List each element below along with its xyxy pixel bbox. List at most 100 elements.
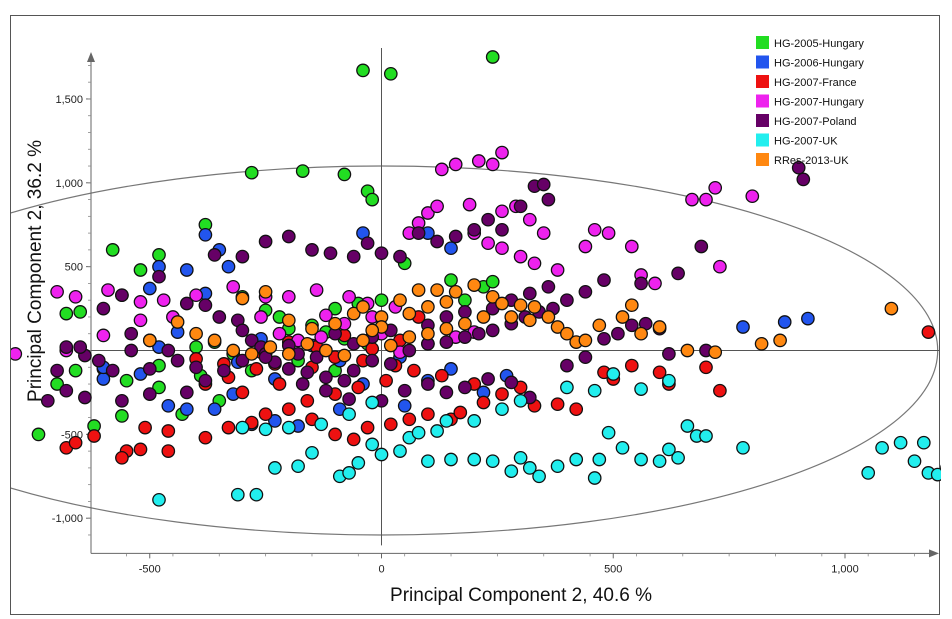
point-hg-2007-france [198, 430, 213, 445]
point-hg-2007-poland [439, 385, 454, 400]
point-hg-2007-france [407, 363, 421, 378]
legend-label-hg-2007-hungary: HG-2007-Hungary [774, 97, 864, 109]
point-hg-2006-hungary [777, 315, 792, 329]
point-hg-2007-france [249, 362, 264, 376]
point-rres-2013-uk [421, 300, 435, 314]
point-hg-2007-poland [560, 358, 574, 373]
point-rres-2013-uk [527, 300, 542, 314]
point-rres-2013-uk [258, 284, 273, 299]
point-hg-2007-uk [513, 393, 528, 408]
point-rres-2013-uk [773, 333, 787, 348]
point-rres-2013-uk [522, 313, 537, 328]
point-hg-2005-hungary [337, 167, 352, 182]
point-hg-2007-poland [142, 387, 157, 401]
point-hg-2007-poland [281, 362, 296, 376]
point-hg-2007-france [360, 420, 375, 435]
point-hg-2007-poland [115, 288, 129, 303]
point-hg-2007-poland [59, 340, 74, 354]
point-hg-2007-poland [671, 266, 685, 281]
point-hg-2007-poland [458, 305, 472, 319]
point-hg-2007-poland [115, 393, 129, 408]
x-axis-title: Principal Component 2, 40.6 % [390, 585, 652, 606]
point-hg-2007-hungary [281, 289, 296, 304]
point-rres-2013-uk [578, 333, 593, 348]
point-hg-2007-uk [560, 380, 574, 395]
legend-label-hg-2006-hungary: HG-2006-Hungary [774, 58, 864, 70]
point-hg-2007-poland [152, 269, 166, 284]
y-tick-label: 500 [65, 262, 83, 274]
point-hg-2007-poland [597, 273, 611, 287]
y-tick-label: 1,500 [55, 94, 83, 106]
point-hg-2007-poland [360, 236, 375, 251]
point-hg-2007-uk [916, 435, 931, 450]
point-hg-2007-poland [300, 365, 315, 380]
point-hg-2007-hungary [485, 157, 500, 172]
legend-swatch-hg-2007-hungary [756, 94, 769, 108]
point-hg-2007-uk [592, 452, 607, 467]
point-rres-2013-uk [189, 326, 203, 341]
point-hg-2007-uk [522, 461, 537, 475]
point-rres-2013-uk [467, 278, 482, 292]
point-hg-2007-poland [40, 393, 55, 408]
point-hg-2007-poland [124, 326, 139, 341]
point-rres-2013-uk [328, 316, 342, 331]
x-tick-label: 1,000 [831, 563, 859, 575]
point-rres-2013-uk [356, 300, 370, 314]
point-hg-2006-hungary [179, 263, 194, 277]
point-hg-2007-france [272, 377, 287, 391]
point-hg-2007-uk [430, 424, 444, 438]
point-rres-2013-uk [592, 318, 607, 333]
point-hg-2007-france [652, 365, 667, 380]
point-hg-2007-uk [351, 456, 366, 470]
point-rres-2013-uk [560, 326, 574, 341]
point-hg-2005-hungary [119, 373, 134, 388]
point-hg-2007-hungary [254, 310, 268, 324]
point-hg-2007-uk [421, 454, 435, 469]
point-hg-2007-uk [411, 425, 426, 440]
point-rres-2013-uk [550, 320, 565, 334]
point-hg-2007-france [921, 325, 936, 339]
point-hg-2005-hungary [59, 306, 74, 321]
point-rres-2013-uk [244, 347, 259, 361]
point-hg-2007-poland [578, 350, 593, 365]
point-hg-2007-uk [587, 383, 602, 398]
point-rres-2013-uk [615, 310, 630, 324]
point-hg-2007-hungary [189, 288, 203, 303]
point-hg-2007-france [624, 358, 639, 373]
point-rres-2013-uk [281, 313, 296, 328]
point-hg-2007-uk [893, 435, 908, 450]
point-hg-2007-uk [365, 395, 380, 410]
point-hg-2007-poland [59, 383, 74, 398]
point-hg-2007-france [87, 429, 101, 443]
point-hg-2007-france [351, 380, 366, 395]
point-hg-2007-uk [652, 454, 667, 469]
point-hg-2007-hungary [578, 239, 593, 254]
legend-label-hg-2007-poland: HG-2007-Poland [774, 116, 857, 128]
point-hg-2007-france [402, 412, 417, 427]
point-hg-2007-hungary [624, 239, 639, 254]
point-hg-2007-hungary [133, 295, 148, 309]
point-hg-2007-hungary [68, 289, 83, 304]
point-hg-2007-uk [258, 422, 273, 437]
point-hg-2007-hungary [587, 222, 602, 237]
point-hg-2007-france [453, 405, 468, 420]
point-hg-2005-hungary [485, 50, 500, 64]
point-hg-2007-hungary [745, 189, 760, 204]
point-hg-2007-uk [662, 373, 676, 388]
point-hg-2005-hungary [365, 192, 380, 207]
point-hg-2007-poland [319, 383, 333, 398]
point-hg-2007-uk [291, 459, 305, 474]
point-hg-2005-hungary [485, 274, 500, 289]
point-hg-2007-uk [342, 466, 356, 480]
point-hg-2007-hungary [448, 157, 463, 172]
point-hg-2007-poland [796, 172, 811, 187]
point-hg-2007-poland [207, 248, 222, 262]
point-hg-2007-uk [861, 466, 876, 480]
point-rres-2013-uk [226, 343, 241, 358]
point-hg-2007-uk [281, 420, 296, 435]
point-rres-2013-uk [708, 345, 723, 360]
point-hg-2007-poland [305, 243, 319, 257]
point-hg-2007-hungary [713, 259, 727, 274]
point-hg-2007-france [699, 360, 713, 375]
point-rres-2013-uk [541, 310, 556, 324]
